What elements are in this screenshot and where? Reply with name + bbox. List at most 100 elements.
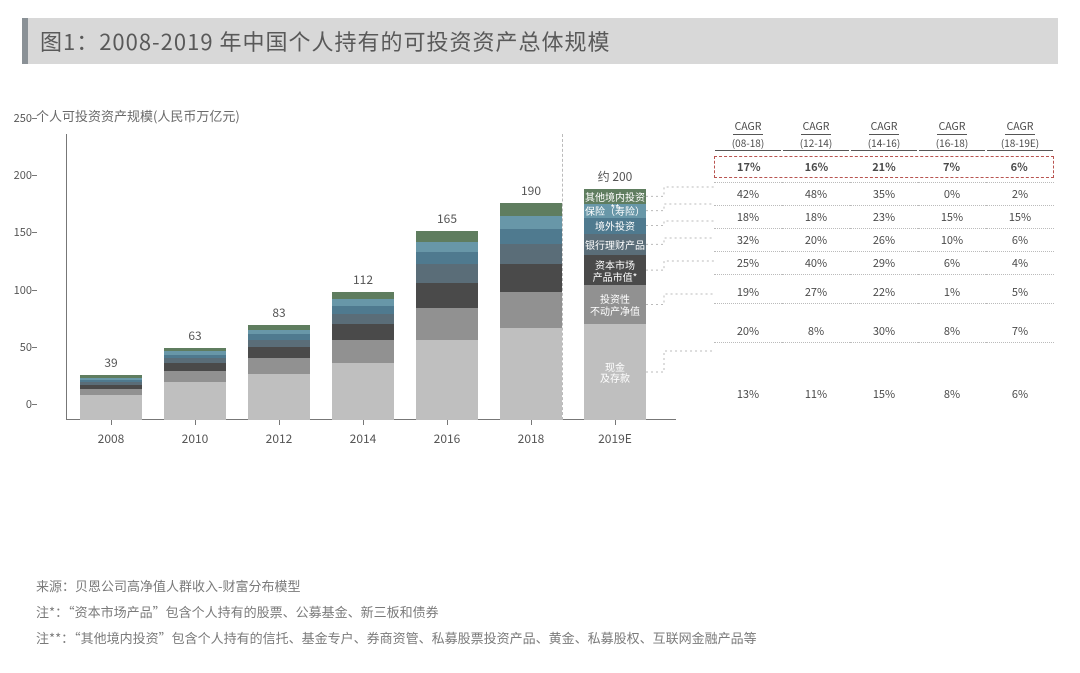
cagr-row: 18%18%23%15%15%: [714, 206, 1054, 229]
cagr-cell: 19%: [714, 275, 782, 304]
bar-total-label: 约 200: [584, 168, 646, 185]
bar-segment-capmkt: [416, 283, 478, 308]
y-tick: 0: [2, 396, 32, 412]
cagr-header: CAGR(12-14): [782, 118, 850, 152]
cagr-cell: 0%: [918, 183, 986, 206]
x-label: 2008: [80, 430, 142, 447]
bar-segment-realestate: [584, 285, 646, 324]
source-line: 来源：贝恩公司高净值人群收入-财富分布模型: [36, 573, 1050, 599]
cagr-cell: 4%: [986, 252, 1054, 275]
cagr-cell: 13%: [714, 343, 782, 406]
cagr-header: CAGR(14-16): [850, 118, 918, 152]
bar-segment-other: [248, 325, 310, 330]
cagr-cell: 15%: [986, 206, 1054, 229]
cagr-cell: 30%: [850, 304, 918, 343]
note-1: 注*：“资本市场产品”包含个人持有的股票、公募基金、新三板和债券: [36, 599, 1050, 625]
cagr-cell: 18%: [782, 206, 850, 229]
cagr-cell: 6%: [986, 343, 1054, 406]
x-label: 2014: [332, 430, 394, 447]
cagr-total-cell: 7%: [918, 159, 986, 175]
bar-segment-overseas: [248, 334, 310, 340]
cagr-cell: 27%: [782, 275, 850, 304]
cagr-row: 32%20%26%10%6%: [714, 229, 1054, 252]
bar-segment-bankwm: [164, 358, 226, 363]
y-tick: 50: [2, 339, 32, 355]
bar-total-label: 63: [164, 327, 226, 344]
cagr-table: CAGR(08-18)CAGR(12-14)CAGR(14-16)CAGR(16…: [714, 118, 1054, 405]
cagr-cell: 18%: [714, 206, 782, 229]
bar-segment-overseas: [500, 229, 562, 244]
bar-segment-capmkt: [164, 363, 226, 371]
y-tick: 150: [2, 224, 32, 240]
note-2: 注**：“其他境内投资”包含个人持有的信托、基金专户、券商资管、私募股票投资产品…: [36, 625, 1050, 651]
cagr-header: CAGR(16-18): [918, 118, 986, 152]
cagr-cell: 1%: [918, 275, 986, 304]
cagr-cell: 32%: [714, 229, 782, 252]
x-label: 2012: [248, 430, 310, 447]
bar-segment-overseas: [80, 380, 142, 382]
figure-title-bar: 图1：2008-2019 年中国个人持有的可投资资产总体规模: [22, 18, 1058, 64]
bar-segment-capmkt: [248, 347, 310, 358]
bar-segment-overseas: [416, 252, 478, 265]
bar-segment-bankwm: [332, 314, 394, 324]
bar-segment-cash: [164, 382, 226, 420]
cagr-total-cell: 16%: [783, 159, 851, 175]
bar-segment-realestate: [164, 371, 226, 382]
y-tick: 200: [2, 167, 32, 183]
cagr-cell: 8%: [782, 304, 850, 343]
forecast-separator: [562, 134, 563, 420]
cagr-total-cell: 6%: [985, 159, 1053, 175]
x-label: 2019E: [584, 430, 646, 447]
bar-segment-cash: [416, 340, 478, 420]
cagr-cell: 26%: [850, 229, 918, 252]
bar-total-label: 83: [248, 304, 310, 321]
bar-segment-overseas: [332, 306, 394, 314]
cagr-cell: 2%: [986, 183, 1054, 206]
cagr-cell: 35%: [850, 183, 918, 206]
bar-segment-cash: [248, 374, 310, 420]
bar-segment-other: [416, 231, 478, 241]
cagr-cell: 5%: [986, 275, 1054, 304]
cagr-cell: 25%: [714, 252, 782, 275]
bar-segment-bankwm: [416, 264, 478, 282]
bar-total-label: 112: [332, 271, 394, 288]
cagr-cell: 15%: [918, 206, 986, 229]
y-tick: 100: [2, 282, 32, 298]
cagr-cell: 6%: [986, 229, 1054, 252]
bar-segment-other: [584, 189, 646, 204]
bar-segment-other: [80, 375, 142, 377]
cagr-cell: 40%: [782, 252, 850, 275]
cagr-row: 20%8%30%8%7%: [714, 304, 1054, 343]
bar-segment-realestate: [416, 308, 478, 340]
bar-segment-insurance: [248, 330, 310, 335]
cagr-row: 42%48%35%0%2%: [714, 183, 1054, 206]
cagr-cell: 22%: [850, 275, 918, 304]
cagr-cell: 42%: [714, 183, 782, 206]
bar-segment-realestate: [80, 389, 142, 395]
cagr-cell: 23%: [850, 206, 918, 229]
bar-segment-other: [500, 203, 562, 217]
cagr-cell: 20%: [714, 304, 782, 343]
cagr-row: 25%40%29%6%4%: [714, 252, 1054, 275]
cagr-header: CAGR(18-19E): [986, 118, 1054, 152]
figure-container: 图1：2008-2019 年中国个人持有的可投资资产总体规模 个人可投资资产规模…: [0, 0, 1080, 673]
footnotes: 来源：贝恩公司高净值人群收入-财富分布模型 注*：“资本市场产品”包含个人持有的…: [36, 573, 1050, 651]
cagr-total-cell: 21%: [850, 159, 918, 175]
cagr-row: 13%11%15%8%6%: [714, 343, 1054, 406]
cagr-cell: 6%: [918, 252, 986, 275]
bar-segment-other: [164, 348, 226, 351]
bar-segment-realestate: [500, 292, 562, 329]
bar-segment-insurance: [80, 378, 142, 380]
plot-area: 2008392010632012832014112201616520181902…: [66, 134, 676, 420]
cagr-cell: 7%: [986, 304, 1054, 343]
bar-total-label: 190: [500, 182, 562, 199]
bar-segment-bankwm: [248, 340, 310, 347]
bar-segment-bankwm: [80, 382, 142, 384]
x-label: 2010: [164, 430, 226, 447]
bar-segment-overseas: [164, 355, 226, 358]
cagr-header: CAGR(08-18): [714, 118, 782, 152]
bar-segment-capmkt: [584, 255, 646, 285]
cagr-cell: 8%: [918, 343, 986, 406]
bar-segment-insurance: [416, 242, 478, 252]
cagr-cell: 20%: [782, 229, 850, 252]
